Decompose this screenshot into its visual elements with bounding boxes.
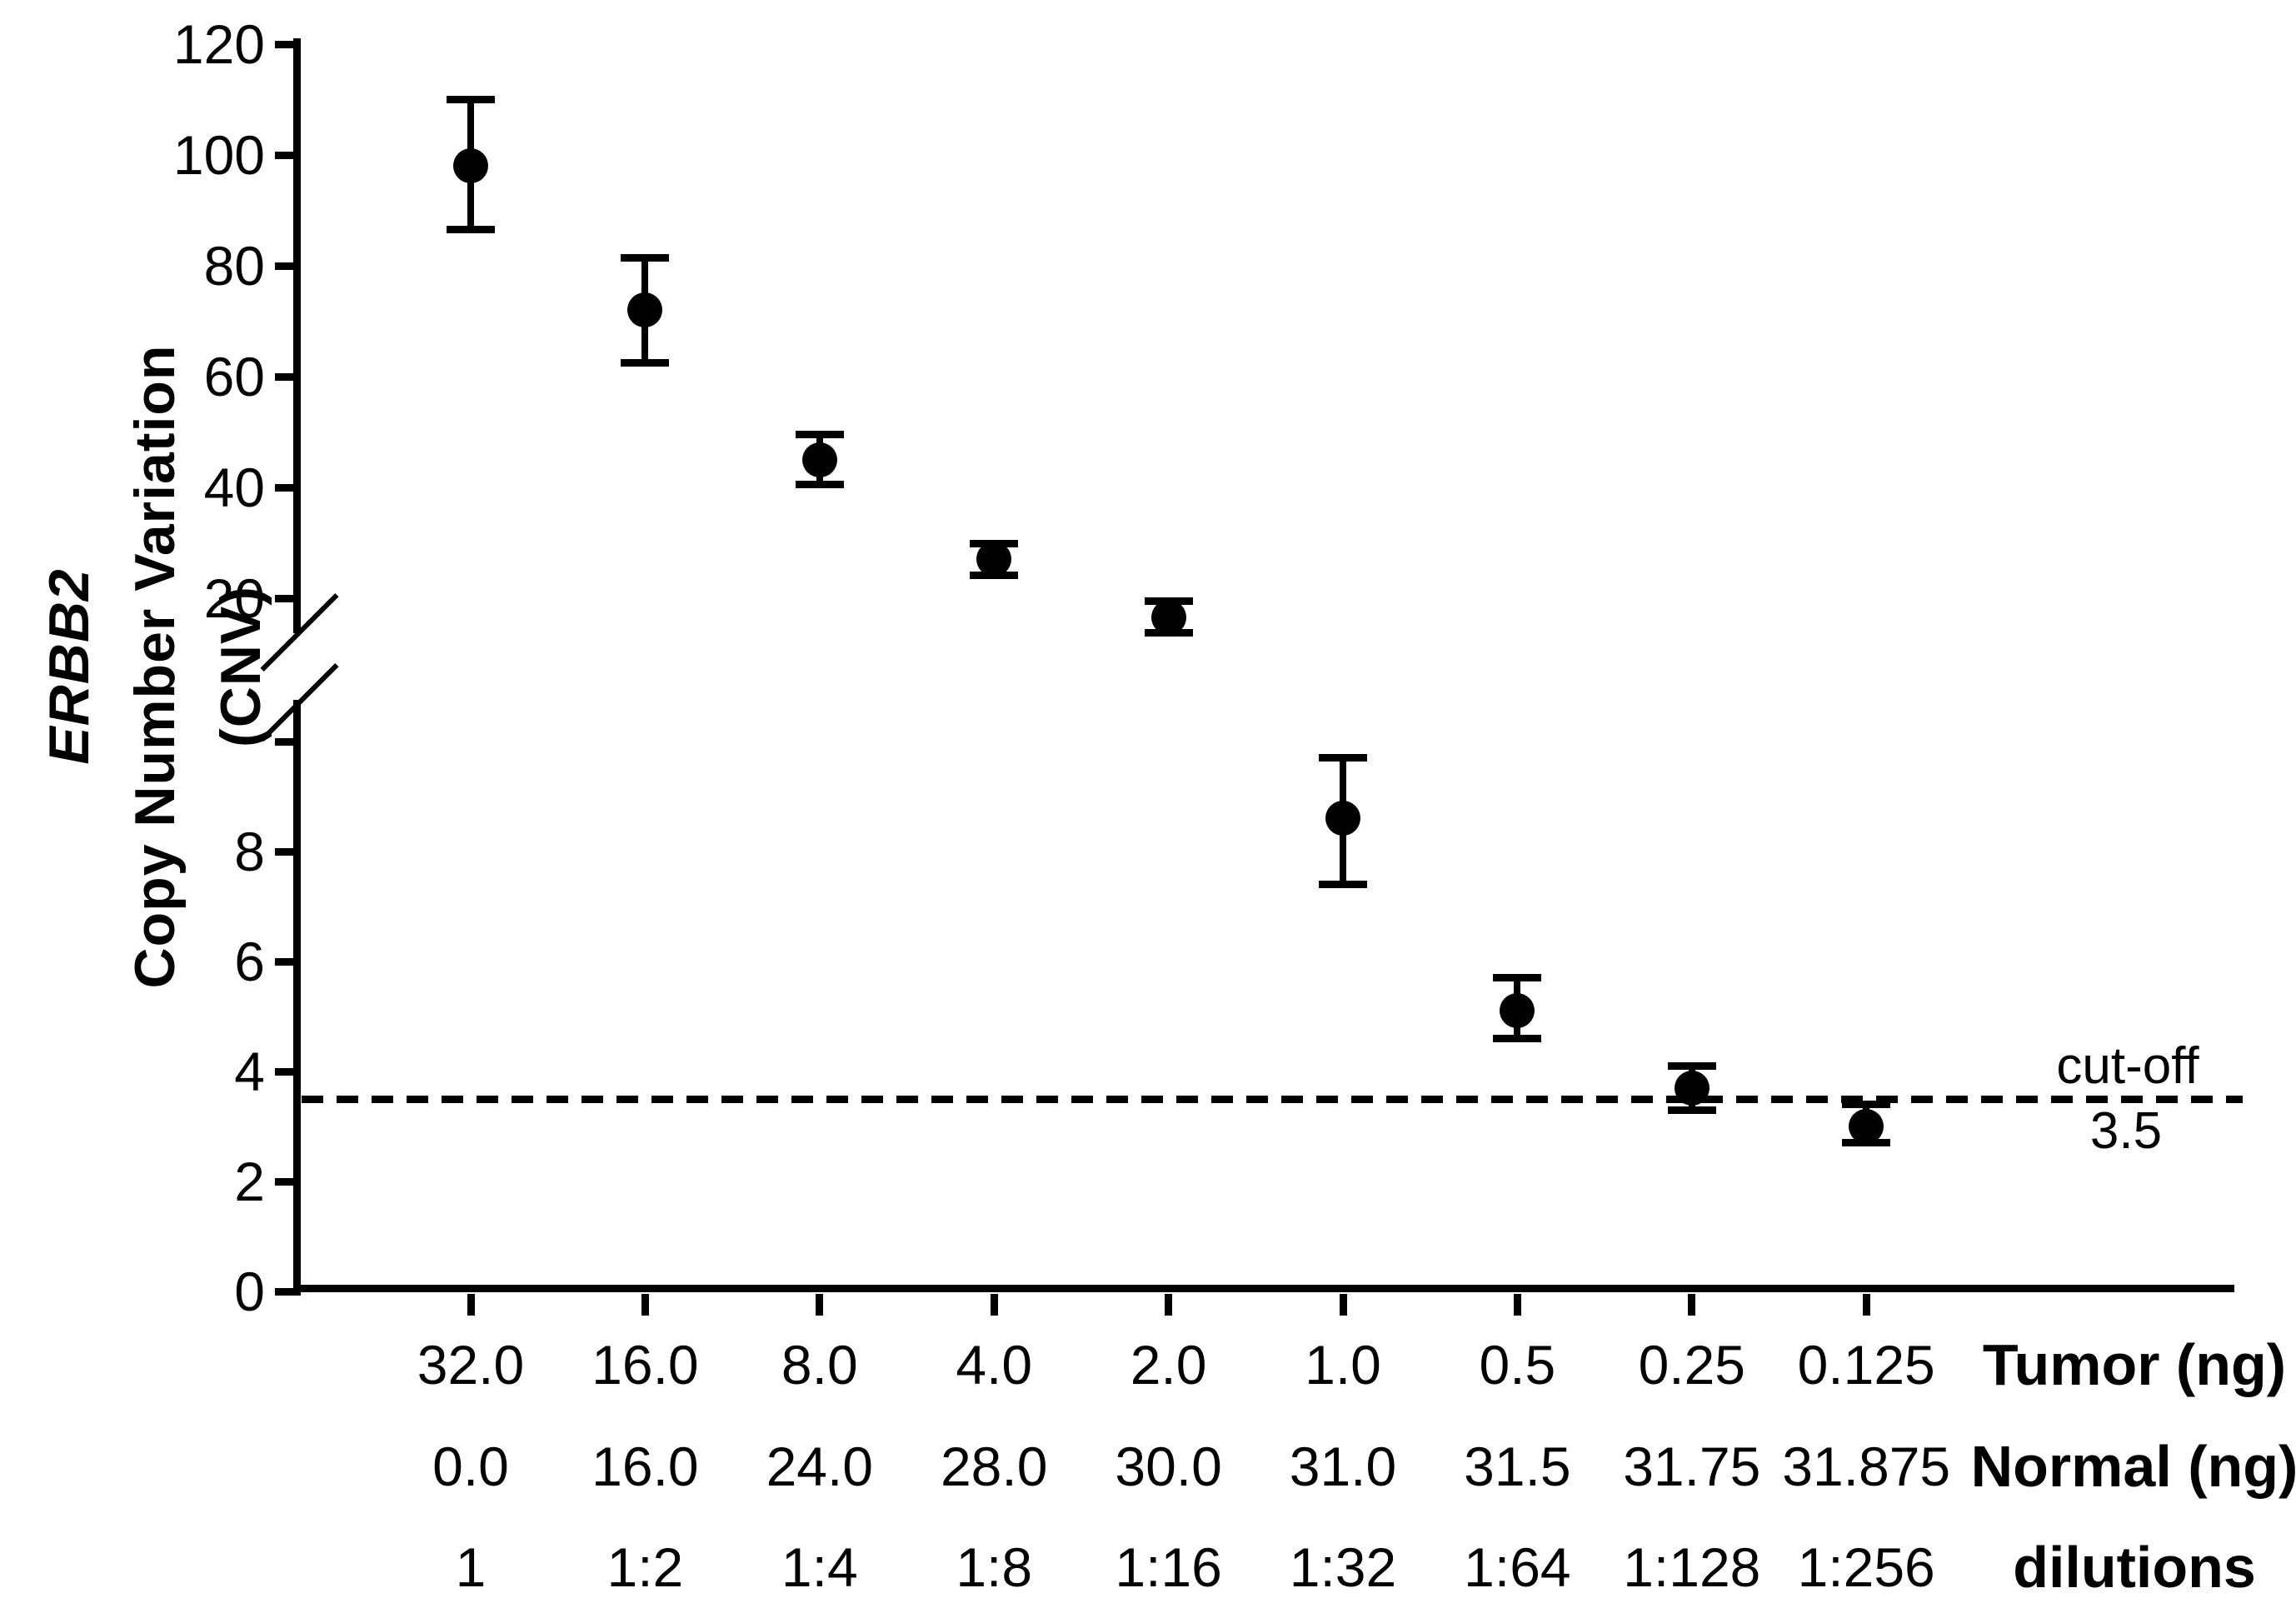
y-axis-line-upper-segment (293, 38, 301, 633)
error-cap-top-1 (621, 253, 670, 262)
data-point-3 (976, 542, 1012, 577)
error-cap-bottom-7 (1667, 1106, 1716, 1114)
y-tick-label-0: 0 (234, 1261, 265, 1322)
x-label-r0-c2: 8.0 (781, 1334, 858, 1396)
x-tick-7 (1688, 1294, 1696, 1316)
x-label-r1-c3: 28.0 (940, 1436, 1048, 1497)
x-label-r1-c2: 24.0 (766, 1436, 874, 1497)
x-label-r2-c8: 1:256 (1797, 1536, 1935, 1598)
x-tick-6 (1513, 1294, 1521, 1316)
y-tick-label-120: 120 (172, 13, 265, 75)
error-cap-bottom-6 (1493, 1034, 1542, 1042)
x-label-r2-c5: 1:32 (1289, 1536, 1397, 1598)
y-tick-label-60: 60 (203, 346, 265, 407)
x-label-r2-c7: 1:128 (1623, 1536, 1761, 1598)
y-tick-label-80: 80 (203, 235, 265, 297)
x-tick-1 (641, 1294, 649, 1316)
x-tick-0 (467, 1294, 475, 1316)
data-point-1 (627, 292, 663, 328)
error-cap-bottom-5 (1319, 881, 1367, 889)
row-title-tumor: Tumor (ng) (1982, 1332, 2287, 1397)
cutoff-label: cut-off (2056, 1037, 2199, 1095)
x-label-r1-c6: 31.5 (1464, 1436, 1571, 1497)
y-tick-120 (275, 40, 295, 48)
x-label-r0-c1: 16.0 (591, 1334, 699, 1396)
x-axis-line (293, 1285, 2234, 1292)
y-tick-80 (275, 262, 295, 270)
x-label-r0-c6: 0.5 (1479, 1334, 1556, 1396)
x-label-r0-c3: 4.0 (956, 1334, 1033, 1396)
y-tick-100 (275, 151, 295, 159)
y-tick-60 (275, 372, 295, 381)
y-tick-4 (275, 1067, 295, 1076)
x-label-r1-c4: 30.0 (1115, 1436, 1222, 1497)
x-label-r2-c0: 1 (455, 1536, 487, 1598)
error-cap-top-0 (447, 96, 495, 103)
x-tick-5 (1339, 1294, 1347, 1316)
x-label-r1-c0: 0.0 (432, 1436, 509, 1497)
y-tick-label-40: 40 (203, 457, 265, 518)
data-point-2 (801, 442, 837, 477)
cutoff-dashed-line (302, 1096, 2243, 1103)
x-label-r2-c3: 1:8 (956, 1536, 1033, 1598)
x-tick-3 (990, 1294, 998, 1316)
cutoff-value: 3.5 (2089, 1102, 2163, 1160)
x-label-r1-c1: 16.0 (591, 1436, 699, 1497)
y-tick-0 (275, 1287, 295, 1296)
x-tick-8 (1862, 1294, 1870, 1316)
x-label-r1-c7: 31.75 (1623, 1436, 1761, 1497)
error-cap-top-5 (1319, 754, 1367, 762)
x-tick-4 (1165, 1294, 1173, 1316)
error-cap-top-8 (1842, 1101, 1891, 1109)
data-point-0 (453, 148, 488, 184)
x-label-r0-c8: 0.125 (1797, 1334, 1935, 1396)
y-tick-2 (275, 1177, 295, 1186)
x-label-r2-c2: 1:4 (781, 1536, 858, 1598)
y-tick-label-20: 20 (203, 567, 265, 629)
x-label-r0-c5: 1.0 (1305, 1334, 1381, 1396)
y-tick-label-2: 2 (234, 1151, 265, 1212)
y-tick-label-100: 100 (172, 124, 265, 186)
y-tick-10 (275, 737, 295, 746)
data-point-5 (1325, 801, 1360, 836)
y-tick-40 (275, 483, 295, 492)
y-tick-20 (275, 594, 295, 602)
x-label-r1-c5: 31.0 (1289, 1436, 1397, 1497)
error-cap-bottom-1 (621, 358, 670, 367)
data-point-6 (1500, 993, 1535, 1029)
data-point-8 (1849, 1109, 1884, 1144)
y-tick-8 (275, 847, 295, 856)
y-tick-label-6: 6 (234, 931, 265, 992)
y-axis-line-lower-segment (293, 700, 301, 1296)
x-label-r1-c8: 31.875 (1782, 1436, 1951, 1497)
error-cap-bottom-0 (447, 226, 495, 234)
x-label-r2-c6: 1:64 (1464, 1536, 1571, 1598)
x-label-r0-c7: 0.25 (1638, 1334, 1746, 1396)
error-cap-top-7 (1667, 1061, 1716, 1070)
y-tick-label-4: 4 (234, 1041, 265, 1102)
data-point-4 (1150, 599, 1186, 635)
x-tick-2 (816, 1294, 824, 1316)
error-cap-bottom-2 (795, 481, 844, 489)
x-label-r0-c4: 2.0 (1130, 1334, 1207, 1396)
x-label-r2-c4: 1:16 (1115, 1536, 1222, 1598)
row-title-normal: Normal (ng) (1970, 1434, 2296, 1499)
error-cap-top-6 (1493, 974, 1542, 982)
x-label-r2-c1: 1:2 (606, 1536, 684, 1598)
row-title-dilutions: dilutions (2013, 1535, 2256, 1600)
error-cap-top-2 (795, 431, 844, 439)
y-tick-6 (275, 957, 295, 966)
y-tick-label-8: 8 (234, 821, 265, 882)
x-label-r0-c0: 32.0 (417, 1334, 525, 1396)
